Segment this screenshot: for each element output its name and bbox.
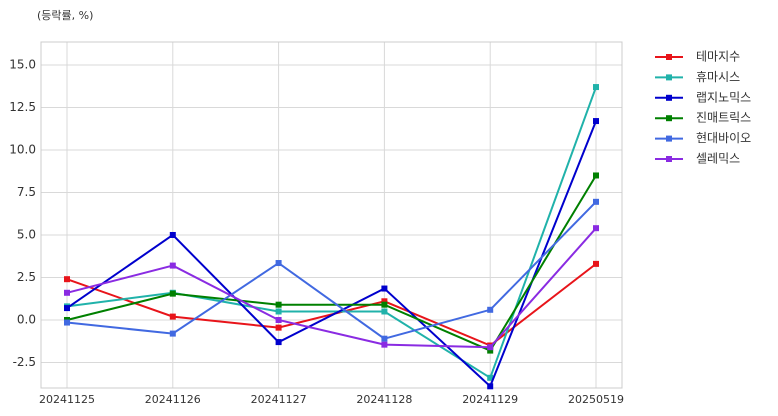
legend-label: 현대바이오 (696, 131, 751, 145)
y-tick-label: 2.5 (17, 270, 36, 284)
point-marker (593, 118, 599, 125)
point-marker (593, 260, 599, 267)
legend-label: 셀레믹스 (696, 152, 740, 166)
plot-frame (40, 41, 623, 389)
x-tick-label: 20241125 (39, 393, 95, 406)
point-marker (381, 301, 388, 308)
point-marker (593, 84, 599, 91)
legend-marker (666, 135, 672, 142)
point-marker (593, 225, 599, 232)
point-marker (275, 324, 282, 331)
point-marker (64, 319, 70, 326)
point-marker (381, 335, 388, 342)
legend-marker (666, 74, 672, 81)
point-marker (593, 172, 599, 179)
legend-marker (666, 94, 672, 101)
legend-marker (666, 54, 672, 60)
point-marker (169, 290, 176, 297)
legend-label: 랩지노믹스 (696, 90, 751, 104)
point-marker (487, 383, 494, 390)
point-marker (381, 308, 388, 315)
point-marker (487, 347, 494, 354)
series-line (66, 227, 597, 349)
point-marker (593, 198, 599, 205)
point-marker (275, 316, 282, 323)
y-tick-label: 12.5 (9, 100, 36, 114)
x-tick-label: 20250519 (568, 393, 624, 406)
series-line (66, 201, 597, 340)
point-marker (64, 276, 70, 283)
point-marker (275, 339, 282, 346)
x-tick-label: 20241126 (145, 393, 201, 406)
y-tick-label: 7.5 (17, 185, 36, 199)
y-tick-label: 0.0 (17, 312, 36, 326)
series-line (66, 174, 597, 352)
point-marker (169, 330, 176, 337)
y-tick-label: 5.0 (17, 227, 36, 241)
series-line (66, 120, 597, 389)
point-marker (381, 341, 388, 348)
x-tick-label: 20241129 (462, 393, 518, 406)
point-marker (381, 285, 388, 292)
point-marker (64, 305, 70, 312)
point-marker (487, 344, 494, 351)
point-marker (381, 298, 388, 305)
x-tick-label: 20241127 (251, 393, 307, 406)
point-marker (64, 289, 70, 296)
point-marker (275, 301, 282, 308)
legend-label: 진매트릭스 (696, 111, 751, 125)
point-marker (275, 260, 282, 267)
y-tick-label: 15.0 (9, 57, 36, 71)
point-marker (169, 313, 176, 320)
x-tick-label: 20241128 (356, 393, 412, 406)
point-marker (487, 374, 494, 381)
series-line (66, 86, 597, 380)
point-marker (169, 231, 176, 238)
legend-marker (666, 156, 672, 162)
legend-label: 테마지수 (696, 50, 740, 64)
y-tick-label: -2.5 (13, 355, 36, 369)
legend-label: 휴마시스 (696, 70, 740, 84)
point-marker (487, 306, 494, 313)
point-marker (169, 262, 176, 269)
y-tick-label: 10.0 (9, 142, 36, 156)
point-marker (275, 308, 282, 315)
chart-title: (등락률, %) (37, 9, 93, 22)
legend-marker (666, 115, 672, 122)
